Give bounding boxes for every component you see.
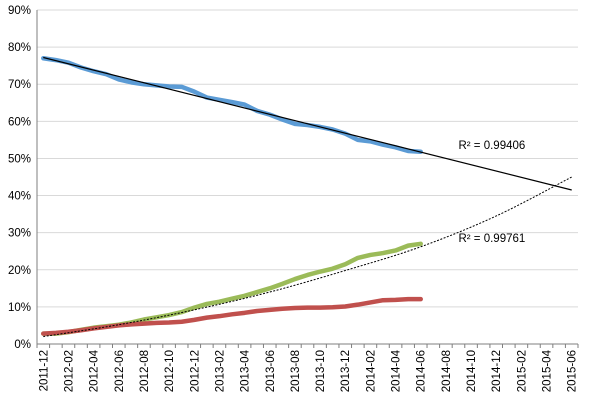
x-tick-label: 2012-06 [114, 350, 126, 392]
y-tick-label: 10% [8, 302, 31, 314]
x-tick-label: 2013-02 [214, 350, 226, 392]
x-tick-label: 2015-04 [542, 349, 554, 392]
x-tick-label: 2013-04 [240, 349, 252, 392]
y-tick-label: 60% [8, 116, 31, 128]
x-tick-label: 2013-08 [290, 350, 302, 392]
trendline-polynomial [43, 176, 572, 338]
x-tick-label: 2015-06 [567, 350, 579, 392]
x-tick-label: 2012-08 [139, 350, 151, 392]
y-tick-label: 20% [8, 265, 31, 277]
x-tick-label: 2013-10 [315, 350, 327, 392]
x-tick-label: 2014-10 [466, 350, 478, 392]
y-tick-label: 70% [8, 79, 31, 91]
x-tick-label: 2012-10 [164, 350, 176, 392]
x-tick-label: 2014-12 [491, 350, 503, 392]
y-tick-label: 80% [8, 42, 31, 54]
y-tick-label: 0% [14, 339, 31, 351]
trendline-linear [43, 56, 572, 191]
x-tick-label: 2011-12 [38, 350, 50, 391]
x-tick-label: 2012-02 [63, 350, 75, 392]
series-line-3 [41, 296, 423, 336]
x-tick-label: 2014-06 [416, 350, 428, 392]
y-tick-label: 90% [8, 5, 31, 17]
series-line-1 [41, 55, 423, 155]
x-tick-label: 2013-12 [340, 350, 352, 392]
x-tick-label: 2013-06 [265, 350, 277, 392]
r-squared-label: R² = 0.99761 [458, 233, 525, 245]
y-tick-label: 50% [8, 153, 31, 165]
y-tick-label: 40% [8, 191, 31, 203]
y-tick-label: 30% [8, 228, 31, 240]
x-tick-label: 2012-12 [189, 350, 201, 392]
series-line-2 [41, 241, 423, 336]
r-squared-label: R² = 0.99406 [458, 140, 525, 152]
x-tick-label: 2014-08 [441, 350, 453, 392]
x-tick-label: 2014-02 [365, 350, 377, 392]
x-tick-label: 2012-04 [89, 349, 101, 392]
x-tick-label: 2014-04 [391, 349, 403, 392]
x-tick-label: 2015-02 [516, 350, 528, 392]
